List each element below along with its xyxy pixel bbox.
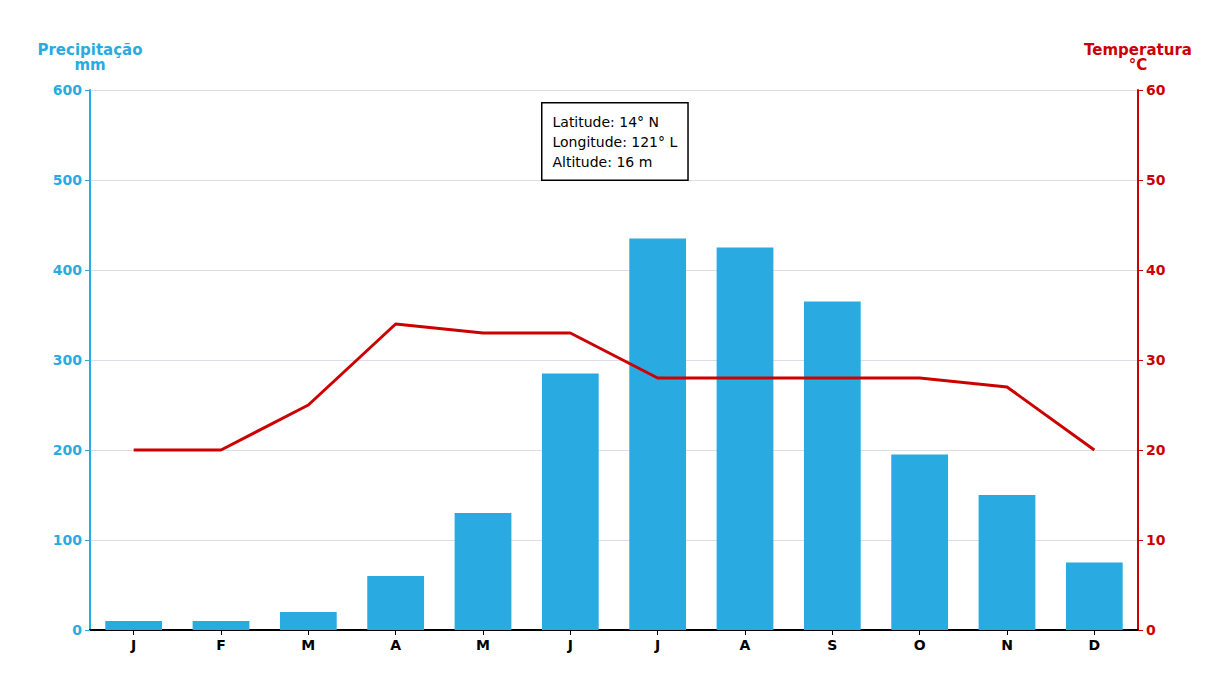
- svg-text:Precipitação: Precipitação: [37, 40, 143, 59]
- svg-text:30: 30: [1146, 352, 1166, 368]
- svg-text:S: S: [827, 637, 837, 653]
- svg-text:400: 400: [53, 262, 82, 278]
- svg-text:600: 600: [53, 82, 82, 98]
- svg-text:40: 40: [1146, 262, 1166, 278]
- svg-text:D: D: [1089, 637, 1101, 653]
- svg-text:200: 200: [53, 442, 82, 458]
- svg-text:500: 500: [53, 172, 82, 188]
- svg-text:50: 50: [1146, 172, 1166, 188]
- svg-text:100: 100: [53, 532, 82, 548]
- svg-text:Altitude: 16 m: Altitude: 16 m: [553, 154, 653, 170]
- svg-text:M: M: [476, 637, 490, 653]
- svg-text:300: 300: [53, 352, 82, 368]
- svg-text:Longitude: 121° L: Longitude: 121° L: [553, 134, 678, 150]
- svg-text:A: A: [740, 637, 751, 653]
- svg-text:0: 0: [1146, 622, 1156, 638]
- svg-text:Latitude: 14° N: Latitude: 14° N: [553, 114, 660, 130]
- svg-text:O: O: [914, 637, 926, 653]
- svg-text:F: F: [216, 637, 226, 653]
- svg-text:J: J: [654, 637, 660, 653]
- svg-text:J: J: [130, 637, 136, 653]
- svg-text:60: 60: [1146, 82, 1166, 98]
- svg-text:M: M: [301, 637, 315, 653]
- svg-text:Temperatura: Temperatura: [1084, 40, 1192, 59]
- svg-text:10: 10: [1146, 532, 1166, 548]
- svg-text:J: J: [567, 637, 573, 653]
- svg-text:°C: °C: [1129, 56, 1148, 74]
- svg-text:A: A: [390, 637, 401, 653]
- svg-text:0: 0: [72, 622, 82, 638]
- svg-text:N: N: [1001, 637, 1013, 653]
- svg-text:mm: mm: [74, 56, 105, 74]
- svg-text:20: 20: [1146, 442, 1166, 458]
